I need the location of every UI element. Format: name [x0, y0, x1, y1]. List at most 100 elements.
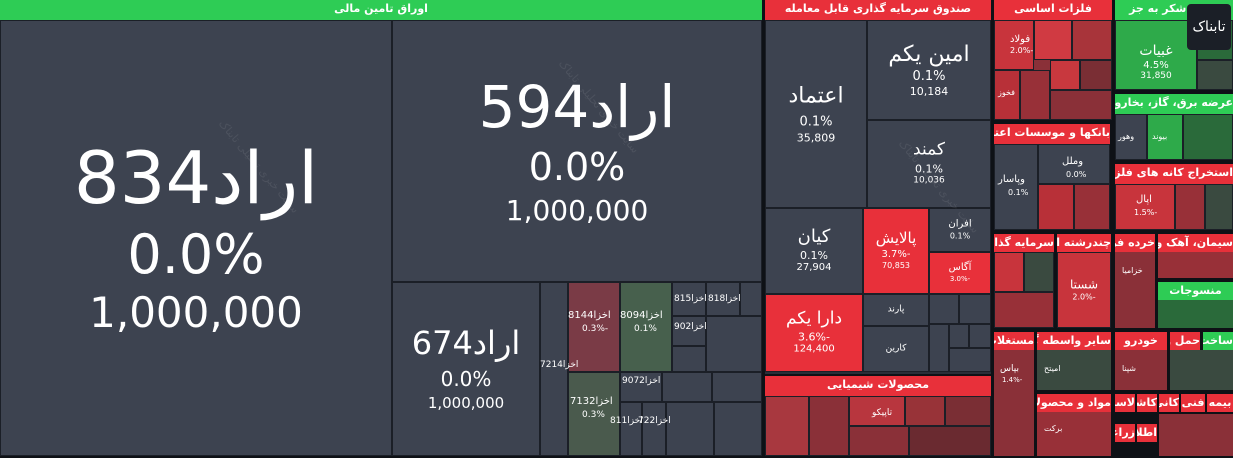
metals-pct: -2.0% [1010, 46, 1034, 55]
bond-small-tile[interactable] [714, 402, 762, 456]
utilities-tile[interactable] [1147, 114, 1183, 160]
bond-small-tile[interactable] [642, 402, 666, 456]
bond-small-tile[interactable] [672, 316, 706, 346]
bond-small-tile[interactable] [712, 372, 762, 402]
misc-header-1[interactable]: حمل و نقل [1170, 332, 1200, 350]
bond-small-tile[interactable] [620, 372, 662, 402]
metals-tile[interactable] [994, 20, 1034, 70]
tile-name: امین یکم [888, 41, 970, 67]
bond-small-tile[interactable] [706, 316, 762, 372]
metals-tile[interactable] [1050, 60, 1080, 90]
fund-small-tile[interactable] [959, 294, 991, 324]
credit-tile[interactable] [1038, 184, 1074, 230]
bonds-section-header[interactable]: اوراق تامین مالی [0, 0, 762, 20]
fund-tile-parand[interactable]: پارند [863, 294, 929, 326]
drugs-section-header[interactable]: مواد و محصولات دارویی [1037, 394, 1111, 412]
bond-tile-arad674[interactable]: اراد674 0.0% 1,000,000 [392, 282, 540, 456]
investment-tile[interactable] [994, 292, 1054, 328]
fund-tile-kian[interactable]: کیان 0.1% 27,904 [765, 208, 863, 294]
bond-small-tile[interactable] [740, 282, 762, 316]
metals-tile[interactable] [1020, 70, 1050, 120]
financial-label: امیتح [1044, 364, 1061, 373]
metals-tile[interactable] [994, 70, 1020, 120]
fund-tile-amin-yekom[interactable]: امین یکم 0.1% 10,184 [867, 20, 991, 120]
funds-section-header[interactable]: صندوق سرمایه گذاری قابل معامله [765, 0, 991, 20]
bond-small-tile[interactable] [672, 346, 706, 372]
mining-section-header[interactable]: استخراج کانه های فلزی [1115, 164, 1233, 184]
misc-header-9[interactable]: اطلاعات [1137, 424, 1157, 442]
mining-tile[interactable] [1175, 184, 1205, 230]
auto-section-header[interactable]: خودرو [1115, 332, 1167, 350]
misc-header-6[interactable]: فنی [1181, 394, 1205, 412]
pharma-chem-section-header[interactable]: مستغلات [994, 332, 1034, 350]
sugar-small-tile[interactable] [1197, 60, 1233, 90]
bond-small-tile[interactable] [662, 372, 712, 402]
credit-tile[interactable] [1038, 144, 1110, 184]
investment-section-header[interactable]: سرمایه گذاریها [994, 234, 1054, 252]
sugar-tile-ghebiat[interactable]: غبیات 4.5% 31,850 [1115, 20, 1197, 90]
fund-tile-agas[interactable]: آگاس -3.0% [929, 252, 991, 294]
credit-tile[interactable] [994, 144, 1038, 230]
tile-name: غبیات [1139, 43, 1173, 60]
textiles-section-header[interactable]: منسوجات [1158, 282, 1233, 300]
multi-tile-shasta[interactable]: شستا -2.0% [1057, 252, 1111, 328]
bond-small-tile[interactable] [568, 282, 620, 372]
misc-header-4[interactable]: کاشی [1137, 394, 1157, 412]
mining-tile[interactable] [1205, 184, 1233, 230]
bond-small-label: اخزا722 [638, 416, 671, 426]
metals-tile[interactable] [1072, 20, 1112, 60]
fund-tile-etemad[interactable]: اعتماد 0.1% 35,809 [765, 20, 867, 208]
metals-tile[interactable] [1050, 90, 1112, 120]
bond-small-tile[interactable] [666, 402, 714, 456]
fund-tile-afran[interactable]: افران 0.1% [929, 208, 991, 252]
bond-small-tile[interactable] [568, 372, 620, 456]
tile-value: 70,853 [882, 261, 910, 271]
misc-header-2[interactable]: ساخت [1203, 332, 1233, 350]
credit-tile[interactable] [1074, 184, 1110, 230]
misc-header-3[interactable]: لاستیک [1115, 394, 1135, 412]
retail-section-header[interactable]: خرده فروشی [1115, 234, 1155, 252]
chemicals-tile[interactable] [905, 396, 945, 426]
chemicals-tile[interactable] [809, 396, 849, 456]
metals-tile[interactable] [1034, 20, 1072, 60]
metals-section-header[interactable]: فلزات اساسی [994, 0, 1112, 20]
utilities-section-header[interactable]: عرضه برق، گاز، بخاروآب گرم [1115, 94, 1233, 114]
tile-value: 1,000,000 [89, 288, 303, 338]
misc-header-8[interactable]: زراعت [1115, 424, 1135, 442]
investment-tile[interactable] [1024, 252, 1054, 292]
multi-section-header[interactable]: چندرشته ای صنعتی [1057, 234, 1111, 252]
chemicals-tile[interactable] [849, 396, 905, 426]
cement-section-header[interactable]: سیمان، آهک و گچ [1158, 234, 1233, 252]
chemicals-tile[interactable] [765, 396, 809, 456]
chemicals-section-header[interactable]: محصولات شیمیایی [765, 376, 991, 396]
utilities-tile[interactable] [1115, 114, 1147, 160]
bond-small-tile[interactable] [706, 282, 740, 316]
bond-tile-arad594[interactable]: اراد594 0.0% 1,000,000 [392, 20, 762, 282]
credit-section-header[interactable]: بانکها و موسسات اعتباری [994, 124, 1110, 144]
metals-tile[interactable] [1080, 60, 1112, 90]
chemicals-tile[interactable] [945, 396, 991, 426]
utilities-tile[interactable] [1183, 114, 1233, 160]
chemicals-tile[interactable] [909, 426, 991, 456]
bond-small-tile[interactable] [620, 282, 672, 372]
bond-small-tile[interactable] [672, 282, 706, 316]
misc-header-5[interactable]: کانی [1159, 394, 1179, 412]
fund-small-tile[interactable] [929, 324, 949, 372]
bond-small-label: اخزا9072 [622, 376, 661, 386]
fund-small-tile[interactable] [949, 348, 991, 372]
bond-small-tile[interactable] [620, 402, 642, 456]
investment-tile[interactable] [994, 252, 1024, 292]
fund-tile-karin[interactable]: کارین [863, 326, 929, 372]
fund-small-tile[interactable] [969, 324, 991, 348]
fund-tile-palayesh[interactable]: پالایش -3.7% 70,853 [863, 208, 929, 294]
fund-tile-dara-yekom[interactable]: دارا یکم -3.6% 124,400 [765, 294, 863, 372]
chemicals-tile[interactable] [849, 426, 909, 456]
fund-small-tile[interactable] [949, 324, 969, 348]
bond-tile-arad834[interactable]: اراد834 0.0% 1,000,000 [0, 20, 392, 456]
fund-tile-kamand[interactable]: کمند 0.1% 10,036 [867, 120, 991, 208]
bond-small-tile[interactable] [540, 282, 568, 456]
financial-section-header[interactable]: سایر واسطه گری های مالی [1037, 332, 1111, 350]
fund-small-tile[interactable] [929, 294, 959, 324]
misc-header-7[interactable]: بیمه [1207, 394, 1233, 412]
mining-tile[interactable] [1115, 184, 1175, 230]
